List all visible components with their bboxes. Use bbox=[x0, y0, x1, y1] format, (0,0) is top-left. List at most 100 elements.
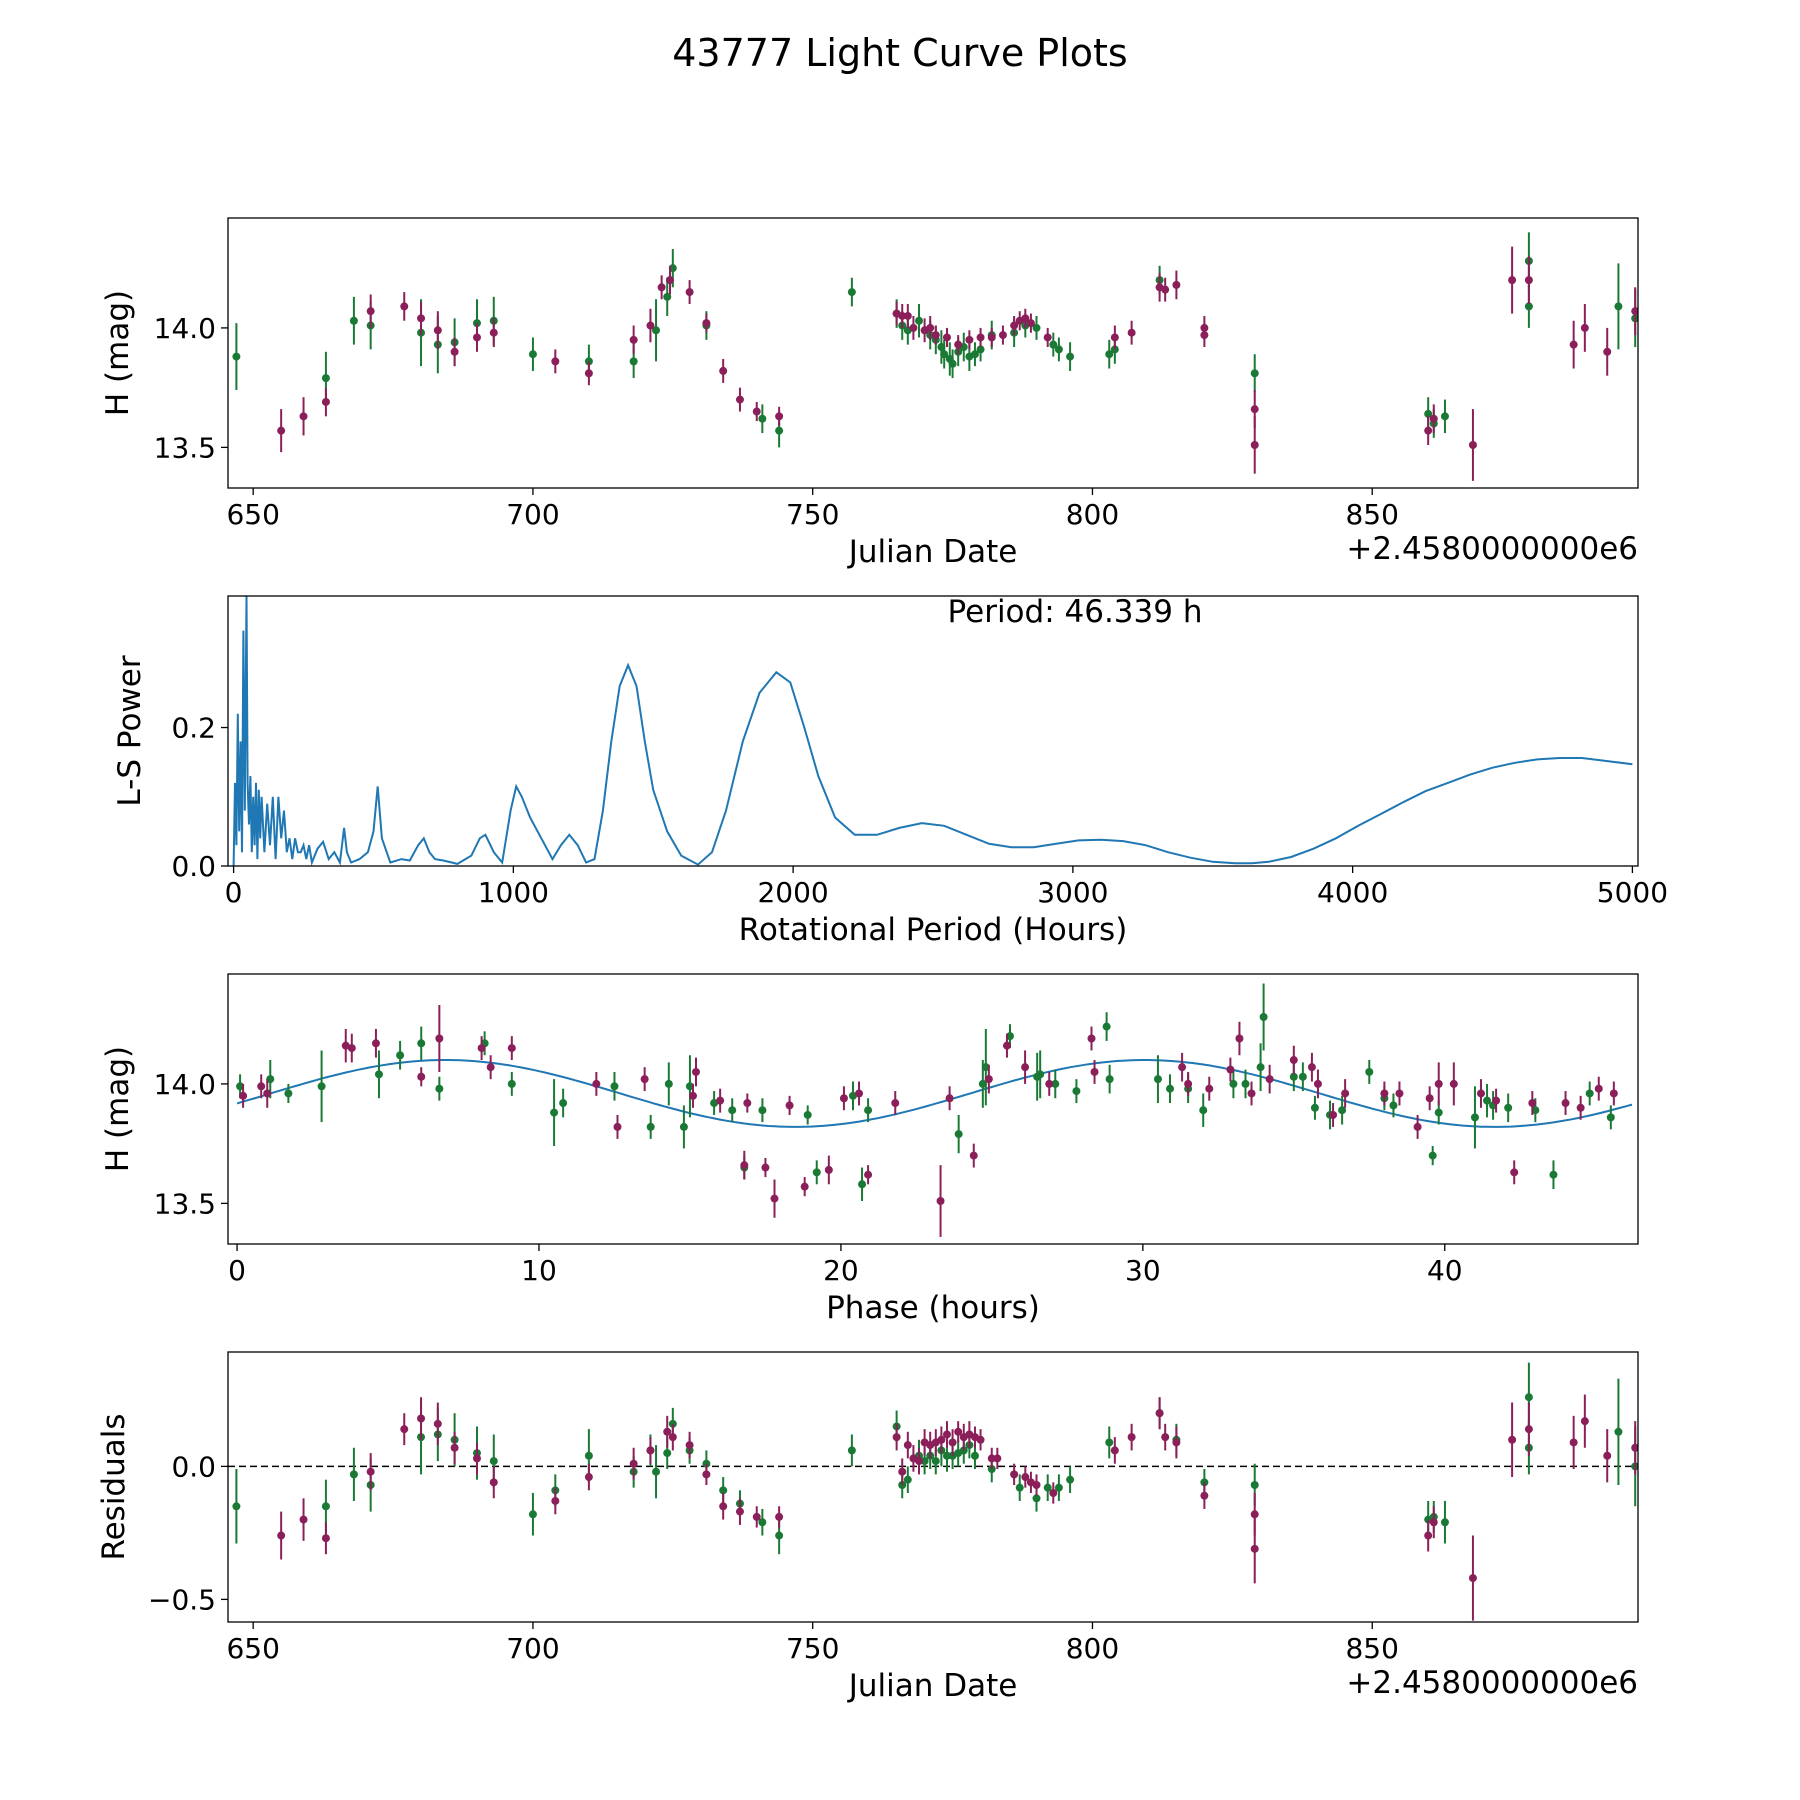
lightcurve-point-magenta bbox=[657, 283, 666, 292]
phased-points-clipped bbox=[236, 983, 1618, 1237]
phased-point-green bbox=[1428, 1151, 1437, 1160]
residuals-point-green bbox=[970, 1451, 979, 1460]
lightcurve-point-green bbox=[847, 288, 856, 297]
residuals-point-green bbox=[232, 1502, 241, 1511]
lightcurve-point-magenta bbox=[1508, 276, 1517, 285]
lightcurve-point-magenta bbox=[1110, 333, 1119, 342]
lightcurve-point-magenta bbox=[685, 288, 694, 297]
phased-point-magenta bbox=[770, 1194, 779, 1203]
lightcurve-point-magenta bbox=[1010, 321, 1019, 330]
periodogram-xtick-label: 5000 bbox=[1597, 876, 1668, 909]
phased-point-green bbox=[858, 1180, 867, 1189]
lightcurve-point-magenta bbox=[702, 319, 711, 328]
lightcurve-xlabel: Julian Date bbox=[847, 534, 1018, 570]
phased-point-magenta bbox=[688, 1091, 697, 1100]
phased-point-magenta bbox=[761, 1163, 770, 1172]
periodogram-xtick-label: 4000 bbox=[1317, 876, 1388, 909]
lightcurve-point-green bbox=[1105, 350, 1114, 359]
residuals-point-magenta bbox=[1429, 1518, 1438, 1527]
phased-point-magenta bbox=[743, 1099, 752, 1108]
phased-point-green bbox=[1531, 1106, 1540, 1115]
phased-point-magenta bbox=[1528, 1099, 1537, 1108]
lightcurve-point-green bbox=[976, 345, 985, 354]
lightcurve-point-green bbox=[349, 316, 358, 325]
phased-point-green bbox=[1310, 1103, 1319, 1112]
phased-point-magenta bbox=[1265, 1075, 1274, 1084]
residuals-point-green bbox=[349, 1470, 358, 1479]
residuals-point-magenta bbox=[646, 1446, 655, 1455]
phased-point-green bbox=[317, 1082, 326, 1091]
residuals-point-magenta bbox=[937, 1435, 946, 1444]
phased-point-green bbox=[981, 1063, 990, 1072]
phased-point-magenta bbox=[257, 1082, 266, 1091]
residuals-point-magenta bbox=[685, 1441, 694, 1450]
lightcurve-point-magenta bbox=[998, 331, 1007, 340]
residuals-point-magenta bbox=[1110, 1446, 1119, 1455]
phased-point-green bbox=[685, 1082, 694, 1091]
lightcurve-ylabel: H (mag) bbox=[100, 290, 136, 416]
phased-point-green bbox=[1256, 1063, 1265, 1072]
phased-point-magenta bbox=[640, 1075, 649, 1084]
residuals-point-magenta bbox=[277, 1531, 286, 1540]
phased-xtick-label: 10 bbox=[521, 1254, 557, 1287]
lightcurve-point-magenta bbox=[400, 302, 409, 311]
phased-point-magenta bbox=[691, 1067, 700, 1076]
phased-frame bbox=[227, 973, 1639, 1245]
lightcurve-point-magenta bbox=[1043, 333, 1052, 342]
lightcurve-point-magenta bbox=[1429, 414, 1438, 423]
phased-point-magenta bbox=[1425, 1094, 1434, 1103]
phased-point-magenta bbox=[1205, 1084, 1214, 1093]
phased-point-magenta bbox=[785, 1101, 794, 1110]
phased-point-magenta bbox=[371, 1039, 380, 1048]
phased-point-magenta bbox=[507, 1044, 516, 1053]
phased-point-magenta bbox=[417, 1072, 426, 1081]
periodogram-ytick-label: 0.2 bbox=[171, 712, 216, 745]
periodogram-curve bbox=[232, 596, 1633, 866]
lightcurve-point-green bbox=[629, 357, 638, 366]
phased-point-green bbox=[664, 1079, 673, 1088]
residuals-point-magenta bbox=[702, 1470, 711, 1479]
residuals-point-magenta bbox=[735, 1507, 744, 1516]
lightcurve-point-green bbox=[232, 352, 241, 361]
phased-point-green bbox=[728, 1106, 737, 1115]
phased-point-magenta bbox=[1449, 1079, 1458, 1088]
lightcurve-point-magenta bbox=[1161, 285, 1170, 294]
phased-xtick-label: 30 bbox=[1125, 1254, 1161, 1287]
phased-point-magenta bbox=[855, 1089, 864, 1098]
phased-point-green bbox=[710, 1099, 719, 1108]
lightcurve-point-magenta bbox=[277, 426, 286, 435]
phased-point-green bbox=[646, 1122, 655, 1131]
residuals-point-green bbox=[1054, 1483, 1063, 1492]
lightcurve-point-magenta bbox=[1127, 328, 1136, 337]
residuals-point-magenta bbox=[892, 1433, 901, 1442]
phased-point-green bbox=[1338, 1106, 1347, 1115]
lightcurve-point-green bbox=[970, 350, 979, 359]
phased-point-green bbox=[1259, 1013, 1268, 1022]
phased-point-green bbox=[1585, 1089, 1594, 1098]
phased-point-magenta bbox=[864, 1170, 873, 1179]
phased-points bbox=[236, 983, 1618, 1237]
lightcurve-point-magenta bbox=[1424, 426, 1433, 435]
lightcurve-point-green bbox=[528, 350, 537, 359]
phased-point-magenta bbox=[824, 1165, 833, 1174]
residuals-point-magenta bbox=[1127, 1433, 1136, 1442]
phased-point-green bbox=[559, 1099, 568, 1108]
lightcurve-point-magenta bbox=[965, 335, 974, 344]
residuals-point-magenta bbox=[775, 1512, 784, 1521]
phased-point-green bbox=[1166, 1084, 1175, 1093]
periodogram-xtick-label: 1000 bbox=[478, 876, 549, 909]
residuals-point-green bbox=[1043, 1483, 1052, 1492]
lightcurve-point-magenta bbox=[942, 333, 951, 342]
residuals-point-green bbox=[663, 1449, 672, 1458]
phased-point-green bbox=[679, 1122, 688, 1131]
lightcurve-panel: 650 700 750 800 850 13.5 14.0 Julian Date +2.4… bbox=[100, 217, 1639, 570]
phased-point-magenta bbox=[1329, 1110, 1338, 1119]
residuals-ylabel: Residuals bbox=[96, 1413, 132, 1560]
phased-point-magenta bbox=[1184, 1079, 1193, 1088]
residuals-point-magenta bbox=[450, 1443, 459, 1452]
phased-point-magenta bbox=[1235, 1034, 1244, 1043]
residuals-point-green bbox=[1066, 1475, 1075, 1484]
periodogram-ytick-label: 0.0 bbox=[171, 850, 216, 883]
residuals-xtick-label: 750 bbox=[786, 1632, 839, 1665]
